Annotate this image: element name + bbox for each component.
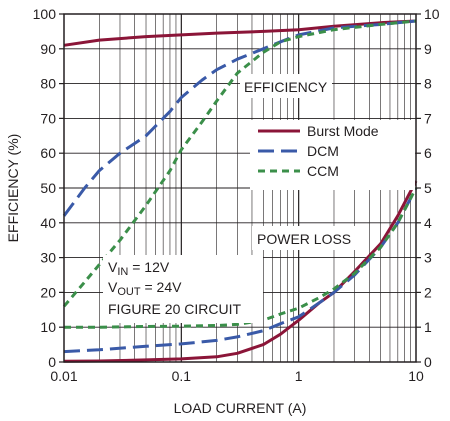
- x-tick-label: 1: [295, 368, 303, 384]
- series-efficiency-burst-mode: [63, 19, 417, 47]
- y2-tick-label: 6: [424, 145, 432, 161]
- x-tick-label: 10: [408, 368, 424, 384]
- efficiency-label-mask: [240, 74, 332, 98]
- x-tick-label: 0.1: [172, 368, 192, 384]
- efficiency-label: EFFICIENCY: [244, 79, 328, 95]
- vout-value: = 24V: [141, 279, 183, 295]
- series-power-loss-ccm: [64, 187, 418, 329]
- y-tick-label: 30: [40, 250, 56, 266]
- y2-tick-label: 9: [424, 41, 432, 57]
- y-tick-label: 90: [40, 41, 56, 57]
- y-tick-label: 50: [40, 180, 56, 196]
- y2-tick-label: 0: [424, 354, 432, 370]
- vin-symbol: V: [108, 259, 118, 275]
- figure-label: FIGURE 20 CIRCUIT: [108, 301, 241, 317]
- conditions-label-mask: [103, 255, 263, 323]
- y-tick-label: 20: [40, 284, 56, 300]
- y-tick-label: 80: [40, 76, 56, 92]
- vin-value: = 12V: [128, 259, 170, 275]
- y2-tick-label: 5: [424, 180, 432, 196]
- legend-label-dcm: DCM: [307, 143, 339, 159]
- y2-tick-label: 7: [424, 110, 432, 126]
- legend-label-burst-mode: Burst Mode: [307, 123, 379, 139]
- y-tick-label: 40: [40, 215, 56, 231]
- y-tick-label: 0: [48, 354, 56, 370]
- y2-tick-label: 8: [424, 76, 432, 92]
- y2-tick-label: 4: [424, 215, 432, 231]
- x-tick-label: 0.01: [50, 368, 77, 384]
- legend-label-ccm: CCM: [307, 163, 339, 179]
- series-efficiency-dcm: [62, 19, 417, 217]
- y-tick-label: 70: [40, 110, 56, 126]
- y-tick-label: 10: [40, 319, 56, 335]
- vout-symbol: V: [108, 279, 118, 295]
- y2-tick-label: 10: [424, 6, 440, 22]
- power-loss-label: POWER LOSS: [257, 231, 351, 247]
- legend: Burst Mode DCM CCM: [258, 123, 379, 179]
- vout-label: VOUT = 24V: [108, 279, 182, 298]
- y-tick-label: 100: [33, 6, 57, 22]
- y2-tick-label: 1: [424, 319, 432, 335]
- vin-subscript: IN: [117, 266, 128, 278]
- data-curves: [62, 19, 418, 363]
- power-loss-label-mask: [252, 226, 362, 250]
- y-tick-label: 60: [40, 145, 56, 161]
- vin-label: VIN = 12V: [108, 259, 170, 278]
- plot-frame: [59, 13, 421, 363]
- y2-tick-label: 2: [424, 284, 432, 300]
- x-axis-title: LOAD CURRENT (A): [174, 400, 307, 416]
- y-axis-title: EFFICIENCY (%): [5, 134, 21, 243]
- series-power-loss-burst-mode: [63, 180, 418, 363]
- vout-subscript: OUT: [117, 286, 141, 298]
- series-efficiency-ccm: [62, 19, 417, 308]
- y2-tick-label: 3: [424, 250, 432, 266]
